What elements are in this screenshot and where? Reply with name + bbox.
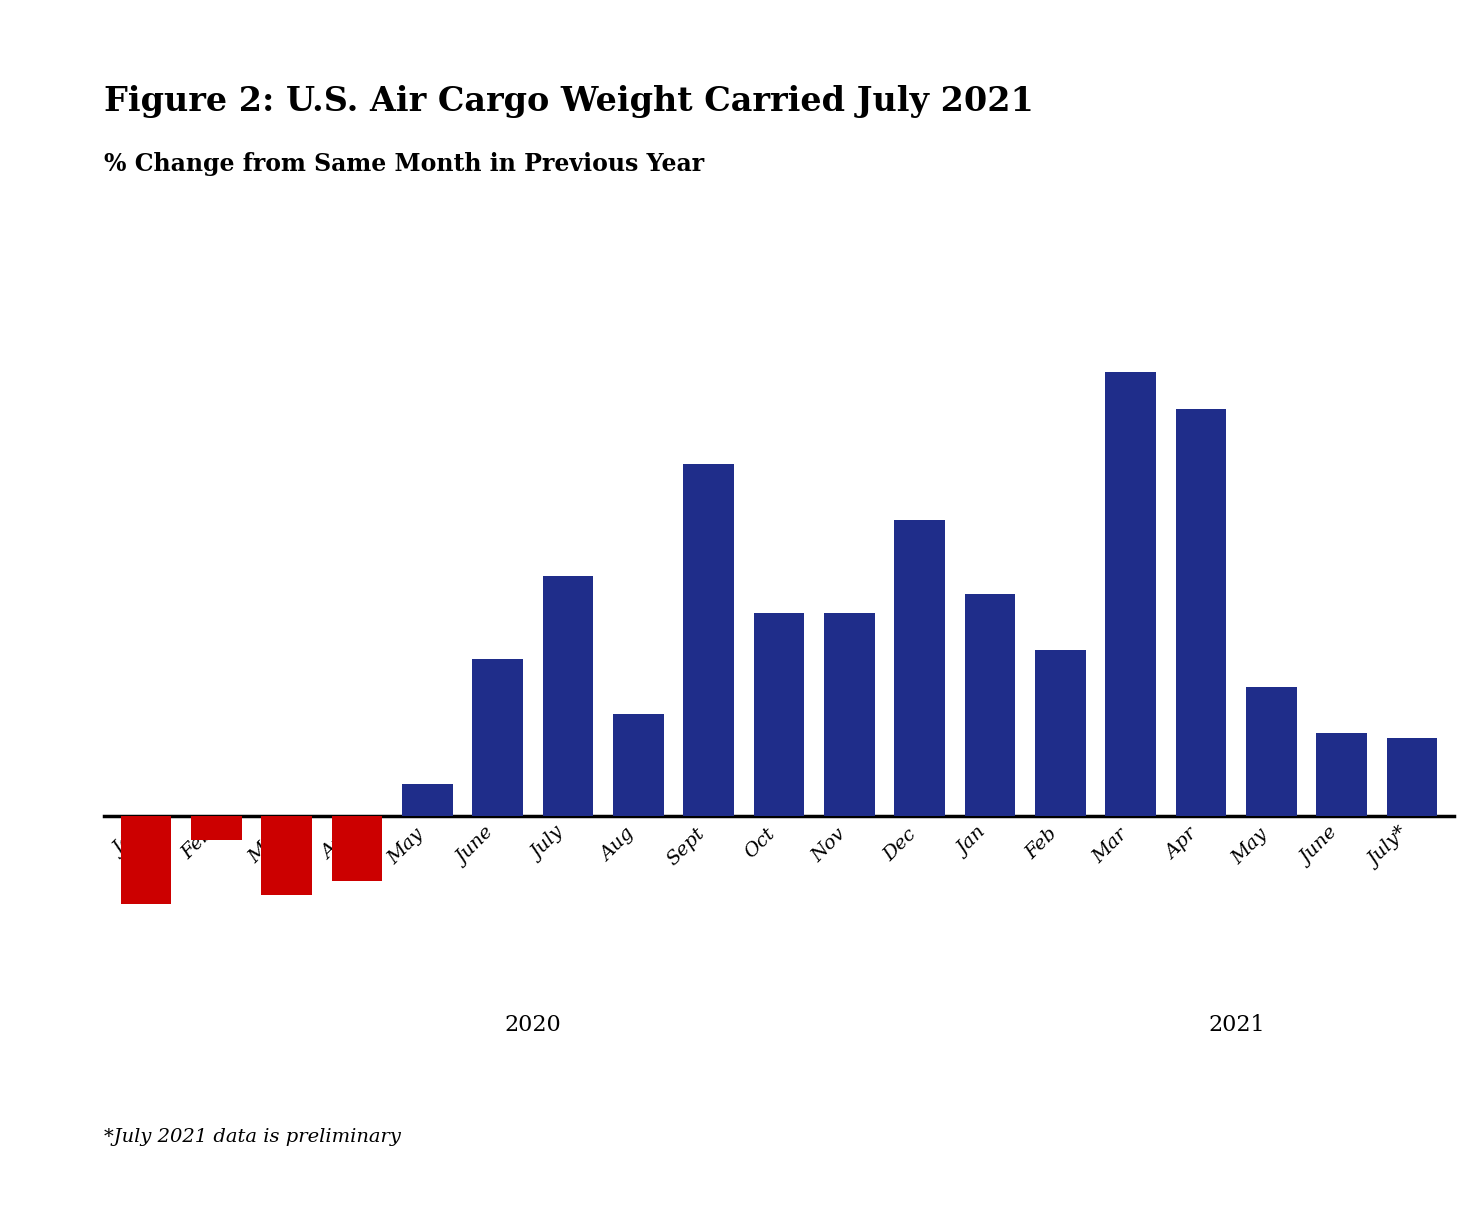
Bar — [1036, 650, 1086, 816]
Bar — [191, 816, 242, 839]
Text: Figure 2: U.S. Air Cargo Weight Carried July 2021: Figure 2: U.S. Air Cargo Weight Carried … — [104, 85, 1034, 118]
Bar — [1247, 687, 1297, 816]
Bar — [754, 613, 804, 816]
Text: % Change from Same Month in Previous Year: % Change from Same Month in Previous Yea… — [104, 152, 703, 176]
Bar — [402, 784, 453, 816]
Bar — [1175, 409, 1226, 816]
Bar — [472, 659, 522, 816]
Bar — [613, 714, 663, 816]
Text: 2021: 2021 — [1208, 1014, 1264, 1036]
Bar — [332, 816, 383, 882]
Bar — [261, 816, 312, 895]
Bar — [543, 575, 594, 816]
Bar — [684, 465, 735, 816]
Bar — [1316, 733, 1367, 816]
Text: *July 2021 data is preliminary: *July 2021 data is preliminary — [104, 1128, 401, 1146]
Bar — [1386, 738, 1438, 816]
Bar — [120, 816, 172, 905]
Bar — [1106, 371, 1156, 816]
Bar — [895, 520, 945, 816]
Bar — [824, 613, 874, 816]
Text: 2020: 2020 — [505, 1014, 561, 1036]
Bar — [965, 594, 1015, 816]
